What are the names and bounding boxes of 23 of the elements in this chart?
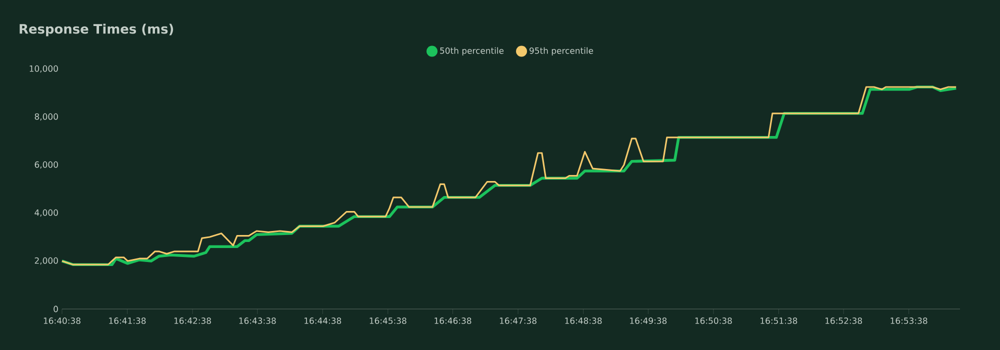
x-tick-label: 16:51:38 bbox=[760, 318, 798, 324]
y-tick-label: 6,000 bbox=[34, 161, 58, 169]
x-tick-label: 16:50:38 bbox=[695, 318, 732, 324]
x-tick-label: 16:44:38 bbox=[304, 318, 342, 324]
chart-title: Response Times (ms) bbox=[20, 24, 174, 36]
y-tick-label: 10,000 bbox=[30, 65, 58, 73]
x-tick-label: 16:53:38 bbox=[890, 318, 928, 324]
x-tick-label: 16:52:38 bbox=[825, 318, 862, 324]
x-tick-label: 16:47:38 bbox=[500, 318, 536, 324]
y-tick-label: 8,000 bbox=[34, 113, 58, 121]
x-tick-label: 16:45:38 bbox=[370, 318, 406, 324]
x-tick-label: 16:41:38 bbox=[109, 318, 146, 324]
legend-label: 50th percentile bbox=[440, 47, 504, 56]
x-tick-label: 16:40:38 bbox=[44, 318, 80, 324]
x-tick-label: 16:43:38 bbox=[239, 318, 276, 324]
x-tick-label: 16:48:38 bbox=[565, 318, 602, 324]
legend-label: 95th percentile bbox=[530, 47, 594, 56]
y-tick-label: 0 bbox=[54, 306, 58, 312]
x-tick-label: 16:46:38 bbox=[434, 318, 472, 324]
x-tick-label: 16:42:38 bbox=[174, 318, 211, 324]
x-tick-label: 16:49:38 bbox=[630, 318, 667, 324]
y-tick-label: 2,000 bbox=[34, 257, 58, 265]
y-tick-label: 4,000 bbox=[34, 209, 58, 217]
